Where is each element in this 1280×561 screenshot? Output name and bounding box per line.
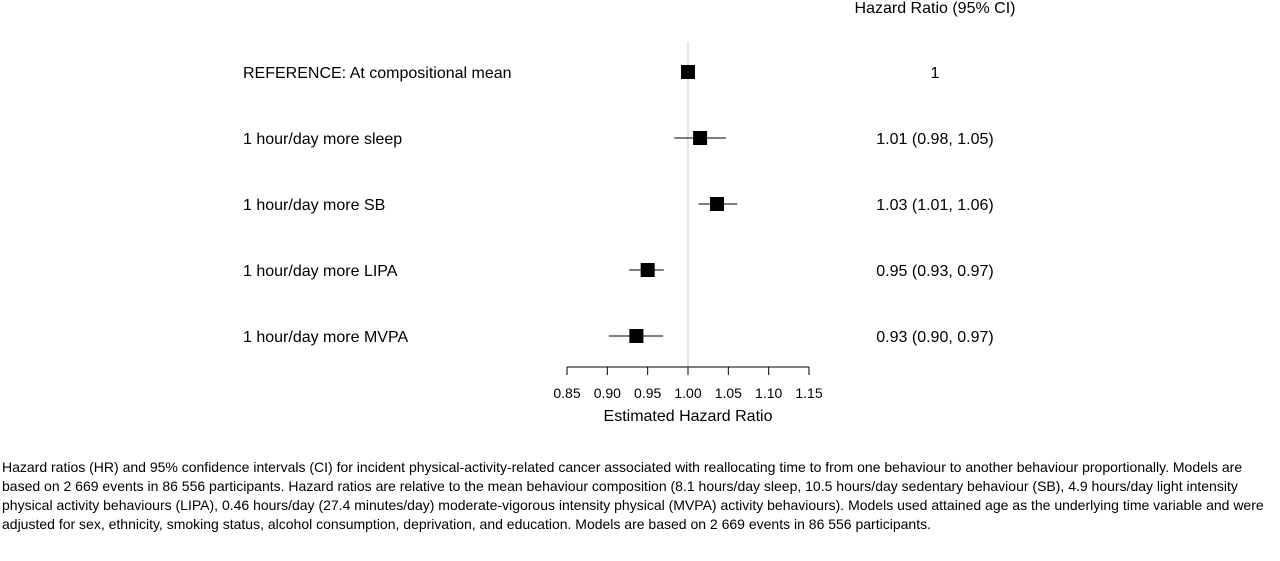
hr-value-text: 0.95 (0.93, 0.97) bbox=[876, 263, 993, 280]
x-tick-label: 1.10 bbox=[755, 385, 782, 401]
x-axis-title: Estimated Hazard Ratio bbox=[604, 408, 773, 425]
hr-value-text: 0.93 (0.90, 0.97) bbox=[876, 329, 993, 346]
hr-column-header: Hazard Ratio (95% CI) bbox=[855, 0, 1016, 17]
figure-caption: Hazard ratios (HR) and 95% confidence in… bbox=[2, 459, 1264, 532]
x-tick-label: 1.05 bbox=[715, 385, 742, 401]
hr-point-marker bbox=[710, 197, 725, 211]
x-tick-label: 0.90 bbox=[594, 385, 621, 401]
row-label: 1 hour/day more MVPA bbox=[243, 329, 408, 346]
x-tick-label: 0.85 bbox=[553, 385, 580, 401]
row-label: 1 hour/day more SB bbox=[243, 197, 385, 214]
row-label: 1 hour/day more LIPA bbox=[243, 263, 398, 280]
row-label: 1 hour/day more sleep bbox=[243, 131, 402, 148]
hr-point-marker bbox=[693, 131, 708, 145]
hr-value-text: 1.03 (1.01, 1.06) bbox=[876, 197, 993, 214]
hr-value-text: 1 bbox=[931, 65, 940, 82]
forest-plot: Hazard Ratio (95% CI) REFERENCE: At comp… bbox=[243, 0, 1016, 425]
hr-value-text: 1.01 (0.98, 1.05) bbox=[876, 131, 993, 148]
hr-point-marker bbox=[629, 329, 644, 343]
row-label: REFERENCE: At compositional mean bbox=[243, 65, 512, 82]
rows-layer: REFERENCE: At compositional mean 1 1 hour/… bbox=[243, 65, 994, 346]
x-tick-label: 0.95 bbox=[634, 385, 661, 401]
x-tick-label: 1.15 bbox=[795, 385, 822, 401]
hr-point-marker bbox=[640, 263, 655, 277]
hr-point-marker bbox=[681, 65, 695, 79]
x-tick-label: 1.00 bbox=[674, 385, 701, 401]
x-axis: 0.85 0.90 0.95 1.00 1.05 1.10 1.15 bbox=[553, 366, 823, 401]
